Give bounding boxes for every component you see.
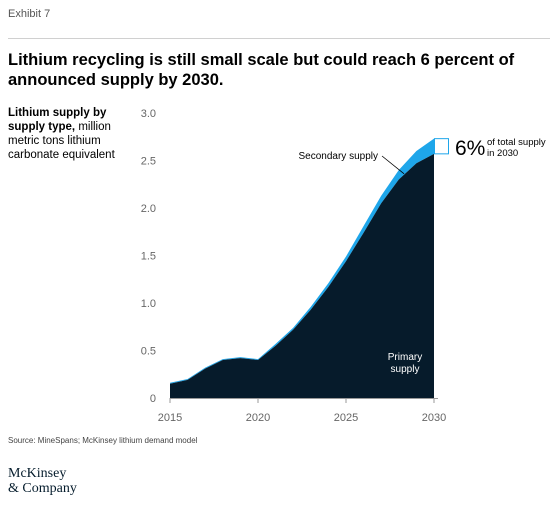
mckinsey-logo: McKinsey & Company xyxy=(8,466,77,496)
y-axis-label: Lithium supply by supply type, million m… xyxy=(8,106,143,162)
y-tick-label: 2.5 xyxy=(141,156,156,168)
y-tick-label: 1.0 xyxy=(141,298,156,310)
secondary-supply-area xyxy=(170,138,434,384)
source-note: Source: MineSpans; McKinsey lithium dema… xyxy=(8,436,198,445)
header-divider xyxy=(8,38,550,39)
x-axis-ticks: 2015 2020 2025 2030 xyxy=(158,398,446,424)
y-tick-label: 2.0 xyxy=(141,203,156,215)
logo-line1: McKinsey xyxy=(8,466,67,481)
y-axis-label-units: million metric tons lithium carbonate eq… xyxy=(8,121,115,161)
stacked-areas xyxy=(170,138,434,398)
secondary-supply-leader xyxy=(381,155,405,175)
x-tick-label: 2025 xyxy=(334,412,358,424)
callout-bracket xyxy=(434,138,449,155)
chart-title: Lithium recycling is still small scale b… xyxy=(8,51,515,89)
x-tick-label: 2020 xyxy=(246,412,270,424)
y-axis-label-bold: Lithium supply by supply type, xyxy=(8,107,107,133)
y-tick-label: 1.5 xyxy=(141,251,156,263)
logo-line2: & Company xyxy=(8,481,77,496)
y-axis-ticks: 0 0.5 1.0 1.5 2.0 2.5 3.0 xyxy=(141,108,156,405)
callout-text-line1: of total supply xyxy=(487,137,546,148)
exhibit-label: Exhibit 7 xyxy=(8,8,51,20)
y-tick-label: 0.5 xyxy=(141,346,156,358)
callout-value: 6% xyxy=(455,137,485,160)
x-tick-label: 2015 xyxy=(158,412,182,424)
callout-text-line2: in 2030 xyxy=(487,148,518,159)
primary-supply-label-line1: Primary xyxy=(388,352,422,363)
x-tick-label: 2030 xyxy=(422,412,446,424)
primary-supply-label-line2: supply xyxy=(391,364,420,375)
chart-annotations: Secondary supply Primary supply 6% of to… xyxy=(299,137,546,375)
primary-supply-area xyxy=(170,153,434,398)
secondary-supply-label: Secondary supply xyxy=(299,151,379,162)
y-tick-label: 0 xyxy=(150,393,156,405)
y-tick-label: 3.0 xyxy=(141,108,156,120)
